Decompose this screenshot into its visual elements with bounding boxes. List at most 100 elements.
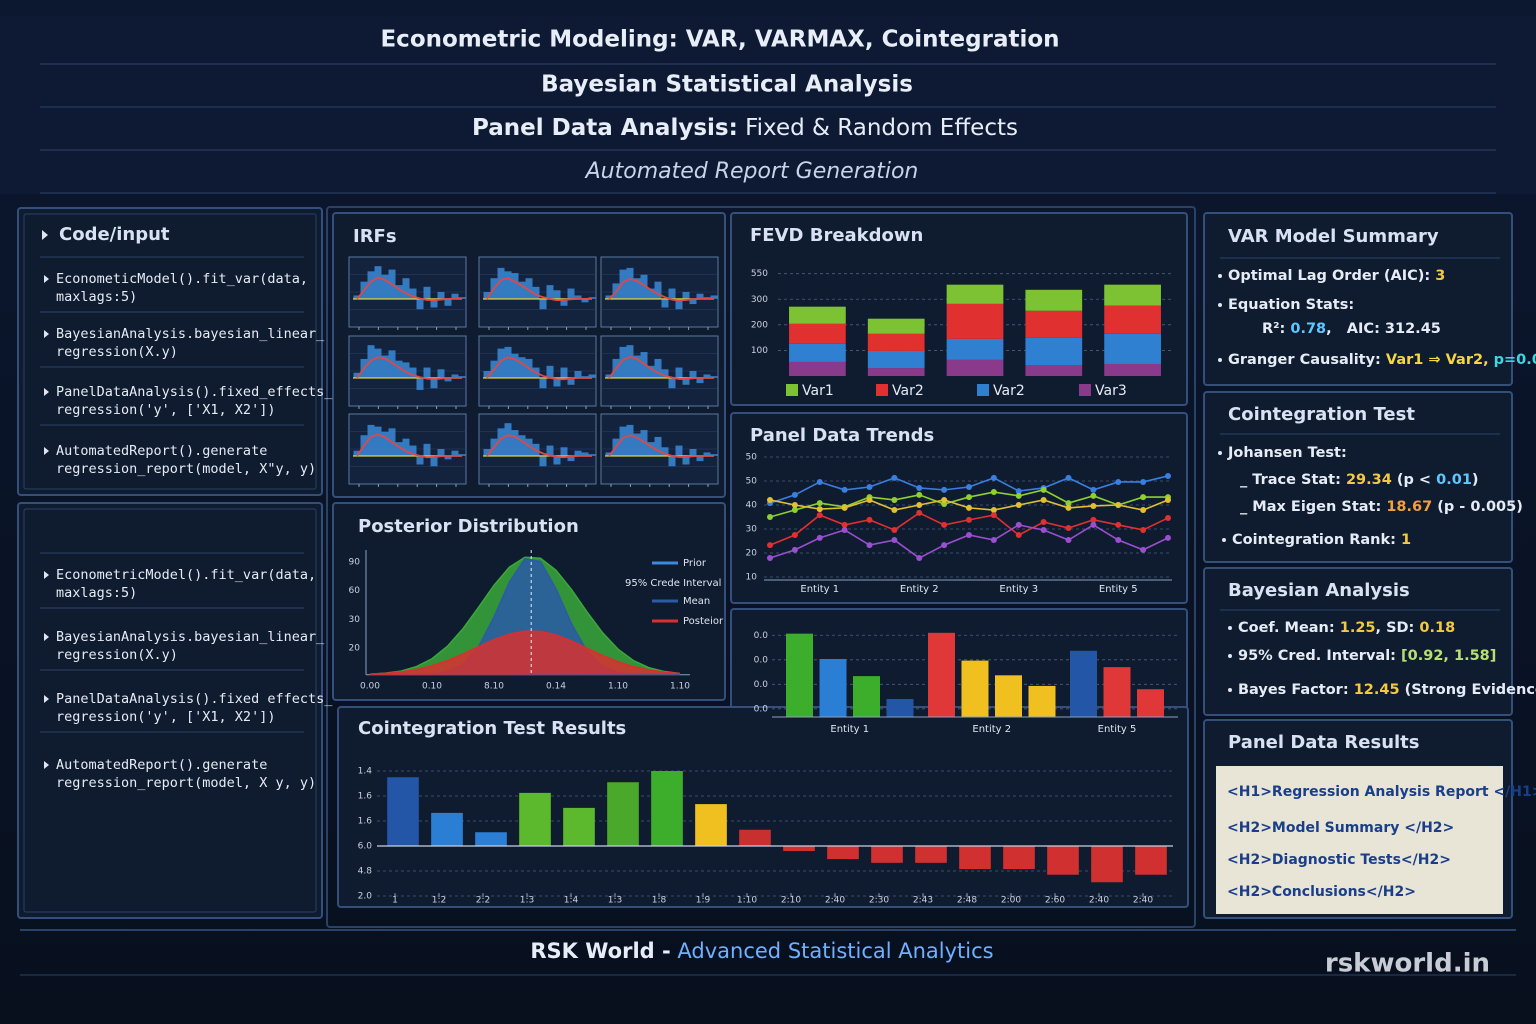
irf-area (518, 281, 526, 299)
irf-area (402, 278, 410, 299)
bar-segment (1104, 305, 1161, 334)
bar (819, 658, 847, 717)
trend-point (941, 496, 948, 503)
bar-segment (867, 318, 925, 334)
irf-area (451, 450, 459, 456)
irf-area (696, 455, 704, 462)
x-tick-label: 1:4 (564, 896, 579, 906)
legend-swatch (876, 384, 888, 396)
trend-point (1115, 537, 1122, 544)
code-panel-inner (23, 508, 317, 913)
bullet (1228, 688, 1232, 692)
report-line: <H2>Model Summary </H2> (1227, 820, 1454, 836)
y-tick-label: 10 (746, 573, 758, 583)
summary-segment: 1 (1401, 532, 1411, 548)
x-tick-label: 2:00 (1001, 896, 1021, 906)
bar-segment (867, 350, 925, 369)
trend-point (916, 555, 923, 562)
legend-label: Posteior (683, 616, 724, 627)
summary-segment: 18.67 (1386, 499, 1432, 515)
trend-point (791, 491, 798, 498)
irf-area (546, 365, 554, 378)
trend-point (1040, 519, 1047, 526)
trend-point (916, 491, 923, 498)
bar-segment (946, 338, 1004, 360)
trend-point (891, 537, 898, 544)
irf-area (374, 266, 382, 299)
irf-area (647, 288, 655, 299)
irf-area (668, 377, 676, 389)
summary-segment: Coef. Mean: (1238, 620, 1340, 636)
trend-point (866, 496, 873, 503)
summary-line: R²: 0.78, AIC: 312.45 (1262, 321, 1441, 337)
irf-area (437, 292, 445, 299)
code-line: EconometicModel().fit_var(data, (56, 271, 308, 287)
trend-point (841, 504, 848, 511)
x-tick-label: 2:2 (476, 896, 490, 906)
trend-point (891, 496, 898, 503)
x-tick-label: 1 (392, 896, 398, 906)
summary-line: Equation Stats: (1228, 297, 1354, 313)
bar (607, 782, 639, 846)
panel-title: Panel Data Trends (750, 425, 934, 446)
irf-area (605, 374, 613, 378)
x-tick-label: 2:40 (825, 896, 845, 906)
irf-area (483, 449, 491, 456)
irf-response (486, 434, 592, 459)
irf-response (356, 276, 463, 302)
irf-area (605, 295, 613, 299)
irf-area (504, 346, 512, 378)
irf-area (675, 445, 683, 456)
code-line: BayesianAnalysis.bayesian_linear_ (56, 629, 325, 645)
legend-label: Var3 (1095, 383, 1127, 399)
bar (1028, 685, 1056, 717)
bullet (44, 447, 49, 455)
trend-point (841, 521, 848, 528)
trend-point (1115, 502, 1122, 508)
irf-area (703, 452, 711, 456)
y-tick-label: 0.0 (754, 655, 769, 665)
bullet (44, 761, 49, 769)
panel-title: FEVD Breakdown (750, 225, 923, 246)
irf-area (626, 424, 634, 456)
trend-point (1140, 478, 1147, 485)
summary-segment: (p < (1392, 472, 1436, 488)
bar (928, 632, 955, 717)
legend-label: Mean (683, 596, 710, 607)
bar (475, 832, 507, 846)
trend-point (941, 542, 948, 549)
x-tick-label: 2:40 (1089, 896, 1109, 906)
summary-segment: p=0.014 (1494, 352, 1536, 368)
summary-line: Optimal Lag Order (AIC): 3 (1228, 268, 1445, 284)
irf-area (696, 293, 704, 299)
trend-point (1115, 478, 1122, 485)
bar (1103, 667, 1131, 717)
bar-segment (789, 306, 846, 324)
trend-point (990, 489, 997, 496)
irf-area (374, 348, 382, 378)
footer-tagline: Advanced Statistical Analytics (671, 939, 994, 963)
irf-area (444, 377, 452, 382)
page-subtitle: Bayesian Statistical Analysis (541, 72, 913, 98)
trend-point (767, 555, 773, 562)
trend-point (767, 496, 773, 503)
x-tick-label: 2:30 (869, 896, 889, 906)
trend-point (1140, 546, 1147, 553)
summary-segment: 12.45 (1354, 682, 1400, 698)
y-tick-label: 50 (746, 477, 758, 487)
bullet (1218, 303, 1222, 307)
trend-point (916, 484, 923, 491)
irf-area (430, 298, 438, 308)
bullet (44, 275, 49, 283)
y-tick-label: 30 (349, 615, 361, 625)
irf-area (518, 357, 526, 378)
trend-point (1015, 502, 1022, 508)
irf-area (689, 371, 697, 378)
trend-point (1065, 537, 1072, 544)
legend-label: Prior (683, 558, 707, 569)
trend-point (841, 486, 848, 493)
irf-area (525, 278, 533, 299)
summary-segment: 95% Cred. Interval: (1238, 648, 1401, 664)
bar (1137, 689, 1164, 717)
trend-point (866, 542, 873, 549)
